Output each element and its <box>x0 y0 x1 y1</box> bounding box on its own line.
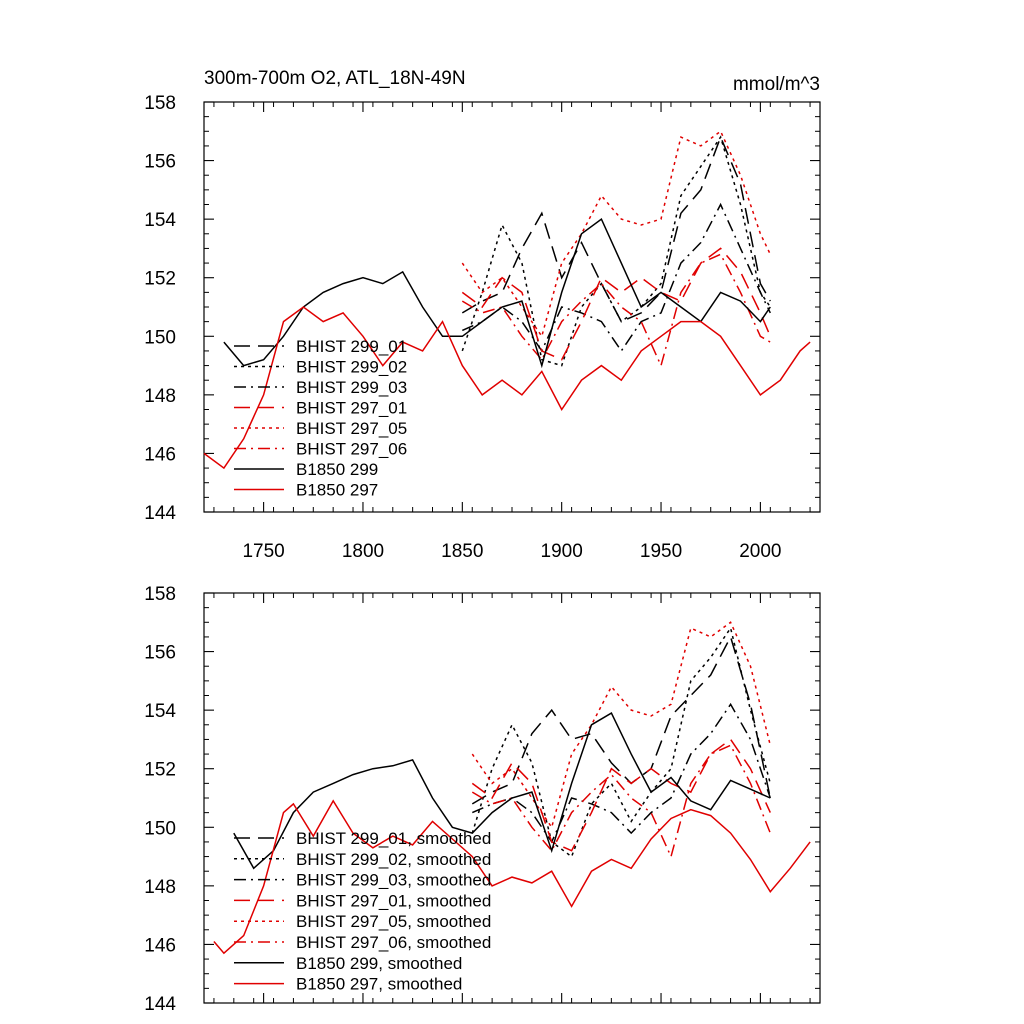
legend-label: BHIST 299_01, smoothed <box>296 829 491 848</box>
series-line-4 <box>461 247 771 361</box>
bottom-panel: 144 146 148 150 152 154 156 158 BHIST 299_01, sm… <box>144 584 821 1015</box>
legend-label: BHIST 297_05 <box>296 419 407 438</box>
legend-label: B1850 297 <box>296 481 378 500</box>
legend-label: BHIST 297_01, smoothed <box>296 891 491 910</box>
y-tick-label: 154 <box>144 210 176 231</box>
x-tick-label: 1850 <box>441 541 483 562</box>
legend-label: B1850 297, smoothed <box>296 975 462 994</box>
series-line-7 <box>223 217 771 369</box>
series-line-5 <box>471 621 772 830</box>
y-tick-label: 158 <box>144 584 176 605</box>
legend-label: BHIST 299_02 <box>296 358 407 377</box>
y-tick-label: 156 <box>144 643 176 664</box>
x-tick-label: 1900 <box>541 541 583 562</box>
legend-label: BHIST 297_06 <box>296 440 407 459</box>
y-tick-label: 146 <box>144 444 176 465</box>
x-tick-label: 2000 <box>739 541 781 562</box>
y-tick-label: 146 <box>144 935 176 956</box>
y-tick-label: 144 <box>144 994 176 1015</box>
legend-label: BHIST 297_06, smoothed <box>296 933 491 952</box>
legend-label: B1850 299, smoothed <box>296 954 462 973</box>
y-tick-label: 156 <box>144 152 176 173</box>
legend-label: BHIST 297_01 <box>296 399 407 418</box>
legend-label: BHIST 299_01 <box>296 337 407 356</box>
y-tick-label: 158 <box>144 93 176 114</box>
series-line-6 <box>471 744 771 859</box>
y-tick-label: 148 <box>144 386 176 407</box>
series-line-4 <box>471 738 771 852</box>
series-line-1 <box>471 634 772 805</box>
series-line-3 <box>471 702 772 844</box>
series-line-8 <box>213 799 811 955</box>
legend-label: BHIST 297_05, smoothed <box>296 912 491 931</box>
y-tick-label: 154 <box>144 701 176 722</box>
x-tick-label: 1800 <box>342 541 384 562</box>
series-line-8 <box>203 306 811 470</box>
y-tick-label: 150 <box>144 818 176 839</box>
units-label: mmol/m^3 <box>733 74 820 95</box>
y-tick-label: 144 <box>144 503 176 524</box>
y-tick-label: 152 <box>144 269 176 290</box>
series-line-2 <box>461 135 771 367</box>
legend-label: BHIST 299_03 <box>296 378 407 397</box>
series-line-2 <box>471 626 772 858</box>
chart-title: 300m-700m O2, ATL_18N-49N <box>204 68 466 89</box>
y-tick-label: 148 <box>144 877 176 898</box>
x-tick-label: 1750 <box>242 541 284 562</box>
x-tick-label: 1950 <box>640 541 682 562</box>
y-tick-label: 152 <box>144 760 176 781</box>
top-panel: 300m-700m O2, ATL_18N-49N mmol/m^3 1750 1… <box>144 68 821 562</box>
legend-label: BHIST 299_03, smoothed <box>296 871 491 890</box>
legend-label: B1850 299 <box>296 460 378 479</box>
series-line-6 <box>461 253 771 368</box>
legend-label: BHIST 299_02, smoothed <box>296 850 491 869</box>
series-line-5 <box>461 130 771 339</box>
y-tick-label: 150 <box>144 327 176 348</box>
series-line-1 <box>461 135 771 323</box>
series-line-7 <box>233 712 771 870</box>
